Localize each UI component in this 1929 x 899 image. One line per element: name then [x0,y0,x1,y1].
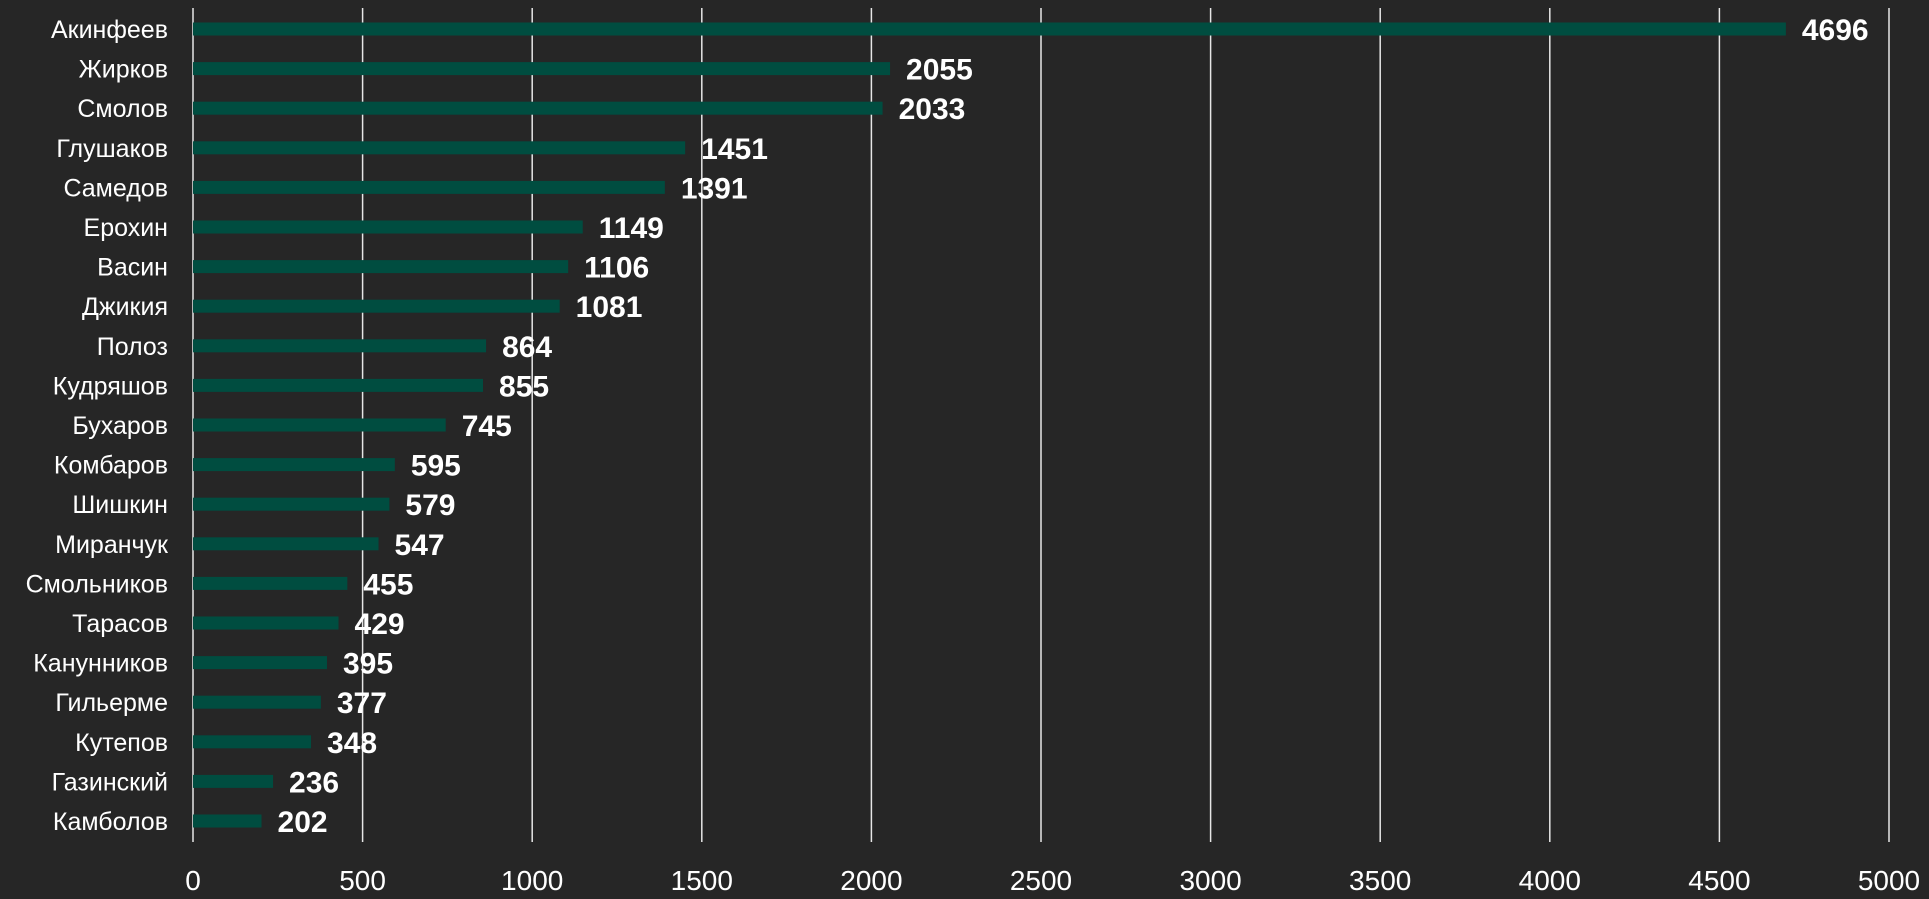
bar [193,101,883,115]
x-tick-label: 500 [339,865,386,894]
category-label: Ерохин [84,214,168,242]
category-label: Комбаров [54,452,168,480]
bar [193,260,569,274]
data-label: 595 [411,450,461,483]
category-label: Кутепов [75,729,168,757]
bar [193,62,891,76]
grid-layer [192,8,1890,842]
data-label: 1391 [681,172,748,205]
bar [193,418,446,432]
x-tick-label: 4000 [1519,865,1581,894]
x-tick-label: 1500 [671,865,733,894]
bar [193,180,665,194]
category-label: Акинфеев [51,16,168,44]
category-label: Шишкин [72,491,168,519]
x-tick-label: 2500 [1010,865,1072,894]
bar-layer [193,22,1786,828]
x-tick-label: 4500 [1688,865,1750,894]
bar [193,22,1786,36]
data-label: 1081 [576,291,643,324]
category-label: Джикия [82,293,168,321]
category-label: Самедов [63,174,168,202]
category-label: Смолов [77,95,168,123]
bar [193,656,327,670]
bar [193,735,312,749]
bar [193,458,395,472]
category-label: Смольников [26,570,168,598]
data-label: 202 [278,806,328,839]
data-label: 2055 [906,54,973,87]
data-label: 429 [355,608,405,641]
category-label: Глушаков [56,135,168,163]
category-label: Тарасов [72,610,168,638]
category-label: Бухаров [72,412,168,440]
x-tick-label: 3500 [1349,865,1411,894]
category-label: Жирков [79,56,168,84]
x-tick-label: 2000 [840,865,902,894]
data-label: 1451 [701,133,768,166]
data-label: 348 [327,727,377,760]
bar [193,695,321,709]
bar [193,141,686,155]
value-label-layer: 4696 2055 2033 1451 1391 1149 1106 1081 864 855 74… [278,14,1869,839]
data-label: 236 [289,766,339,799]
data-label: 1106 [584,252,649,285]
bar [193,299,560,313]
bar [193,220,583,234]
category-label: Полоз [97,333,168,361]
data-label: 2033 [899,93,966,126]
x-tick-label: 3000 [1179,865,1241,894]
bar [193,616,339,630]
data-label: 455 [363,568,413,601]
bar [193,497,390,511]
data-label: 4696 [1802,14,1869,47]
category-label: Камболов [53,808,168,836]
data-label: 855 [499,370,549,403]
data-label: 377 [337,687,387,720]
x-tick-label: 1000 [501,865,563,894]
bar [193,378,484,392]
data-label: 864 [502,331,552,364]
category-label: Васин [97,254,168,282]
data-label: 395 [343,648,393,681]
bar [193,576,348,590]
category-label: Газинский [52,768,168,796]
data-label: 579 [405,489,455,522]
bar [193,537,379,551]
data-label: 745 [462,410,512,443]
bar [193,339,487,353]
category-label: Гильерме [55,689,168,717]
data-label: 1149 [599,212,664,245]
x-tick-label-layer: 0 500 1000 1500 2000 2500 3000 3500 4000 4500 5000 [185,865,1920,896]
bar [193,814,262,828]
category-label: Канунников [33,650,168,678]
x-tick-label: 5000 [1858,865,1920,894]
data-label: 547 [395,529,445,562]
category-label: Кудряшов [53,372,168,400]
x-tick-label: 0 [185,865,201,894]
bar [193,774,274,788]
category-label-layer: Акинфеев Жирков Смолов Глушаков Самедов Ерохи… [26,16,169,836]
category-label: Миранчук [55,531,169,559]
